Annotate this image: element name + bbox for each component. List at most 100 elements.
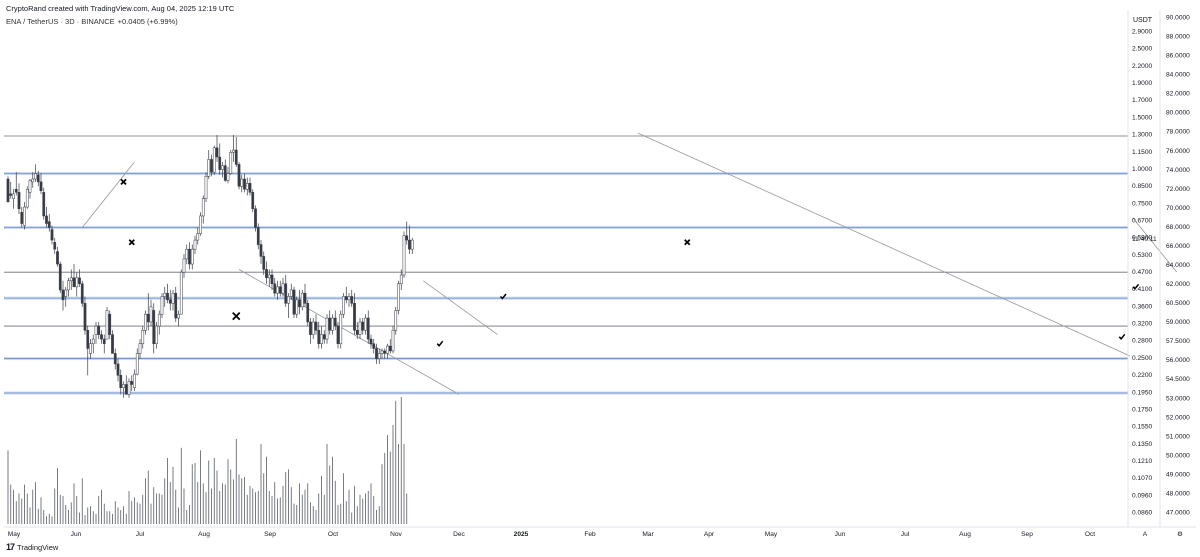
x-marker (232, 311, 241, 321)
candle-bull (204, 176, 208, 199)
time-tick-label: Jul (136, 531, 145, 538)
candle-bear (80, 283, 84, 304)
time-tick-label: Oct (1085, 531, 1095, 538)
candle-bear (223, 165, 227, 181)
candle-bull (377, 353, 381, 359)
price-tick-label: 0.2200 (1132, 372, 1153, 379)
trend-line (423, 280, 498, 335)
volume-tick-label: 59.0000 (1166, 319, 1190, 326)
candle-bear (284, 283, 288, 304)
candle-bull (177, 313, 180, 319)
price-tick-label: 0.1550 (1132, 424, 1153, 431)
candle-bull (391, 330, 395, 352)
price-tick-label: 1.7000 (1132, 97, 1153, 104)
candle-bear (210, 159, 213, 173)
time-tick-label: May (765, 531, 778, 538)
time-tick-label: Jun (71, 531, 82, 538)
price-tick-label: 1.1500 (1132, 149, 1153, 156)
volume-tick-label: 51.0000 (1166, 433, 1190, 440)
log-scale-toggle[interactable]: ⚙ (1177, 530, 1183, 538)
price-tick-label: 2.2000 (1132, 63, 1153, 70)
time-tick-label: Mar (642, 531, 654, 538)
volume-tick-label: 90.0000 (1166, 15, 1190, 22)
candle-bull (12, 193, 15, 199)
axes: 2.9000 2.5000 2.2000 1.9000 1.7000 1.5000 1.30… (4, 10, 1196, 538)
volume-tick-label: 54.5000 (1166, 376, 1190, 383)
candle-bull (331, 317, 334, 331)
candle-bear (174, 292, 178, 319)
candle-bear (256, 227, 260, 245)
candle-bear (292, 289, 296, 315)
candle-bear (86, 330, 90, 349)
candle-bull (207, 159, 211, 177)
candle-bear (251, 192, 255, 210)
time-tick-label: Aug (198, 531, 210, 538)
price-tick-label: 1.3000 (1132, 132, 1153, 139)
candle-bull (229, 152, 233, 174)
time-tick-label: Jul (901, 531, 910, 538)
candle-bear (72, 277, 76, 288)
volume-tick-label: 66.0000 (1166, 243, 1190, 250)
countdown-label: 11:40:11 (1132, 236, 1157, 243)
candle-bear (50, 229, 54, 241)
candle-bear (333, 317, 337, 327)
candle-bull (23, 206, 26, 226)
check-marker (1132, 283, 1140, 290)
volume-tick-label: 70.0000 (1166, 205, 1190, 212)
candle-bear (254, 208, 257, 228)
candle-bull (160, 296, 164, 315)
candle-bull (201, 198, 205, 217)
candle-bull (193, 239, 197, 250)
time-tick-label: Sep (264, 531, 276, 538)
candle-bull (325, 317, 329, 340)
volume-tick-label: 74.0000 (1166, 167, 1190, 174)
price-tick-label: 2.9000 (1132, 29, 1153, 36)
candle-bull (171, 292, 175, 304)
price-tick-label: 0.2800 (1132, 338, 1153, 345)
candle-bear (130, 381, 134, 385)
volume-tick-label: 52.0000 (1166, 414, 1190, 421)
symbol-label: ENA / TetherUS · 3D · BINANCE (6, 17, 115, 26)
candle-bear (314, 321, 318, 331)
tradingview-logo-icon: 17 (6, 542, 15, 552)
candle-bear (298, 299, 301, 308)
candle-bull (300, 292, 304, 308)
price-tick-label: 2.5000 (1132, 46, 1153, 53)
candle-bull (127, 381, 131, 395)
candle-bear (369, 338, 373, 344)
candle-bear (336, 325, 340, 344)
candle-bull (91, 338, 95, 344)
time-tick-label: Dec (453, 531, 465, 538)
candle-bull (267, 274, 271, 279)
candle-bear (361, 321, 365, 331)
symbol-line: ENA / TetherUS · 3D · BINANCE +0.0405 (+6… (6, 17, 178, 26)
check-marker (1118, 333, 1126, 340)
candle-bull (339, 313, 343, 344)
candle-bull (89, 343, 92, 354)
volume-tick-label: 49.0000 (1166, 471, 1190, 478)
volume-pane (7, 397, 408, 524)
candle-bull (185, 248, 189, 260)
candle-bear (383, 350, 387, 354)
candle-bear (372, 343, 376, 349)
candle-bull (196, 233, 200, 241)
candle-bull (69, 277, 73, 282)
price-tick-label: 1.5000 (1132, 114, 1153, 121)
candle-bear (270, 274, 274, 285)
candle-bull (34, 173, 37, 180)
candle-bull (347, 296, 351, 301)
candle-bull (276, 286, 279, 294)
x-stroke (120, 178, 127, 186)
volume-tick-label: 76.0000 (1166, 148, 1190, 155)
candle-bull (31, 178, 35, 183)
x-stroke (232, 311, 241, 321)
price-tick-label: 1.9000 (1132, 80, 1153, 87)
volume-tick-label: 56.0000 (1166, 357, 1190, 364)
candle-bear (39, 181, 43, 192)
candle-bull (28, 180, 32, 193)
price-tick-label: 0.5300 (1132, 252, 1153, 259)
candle-bear (188, 248, 191, 265)
candle-bear (344, 296, 348, 301)
auto-scale-toggle[interactable]: A (1143, 531, 1148, 538)
